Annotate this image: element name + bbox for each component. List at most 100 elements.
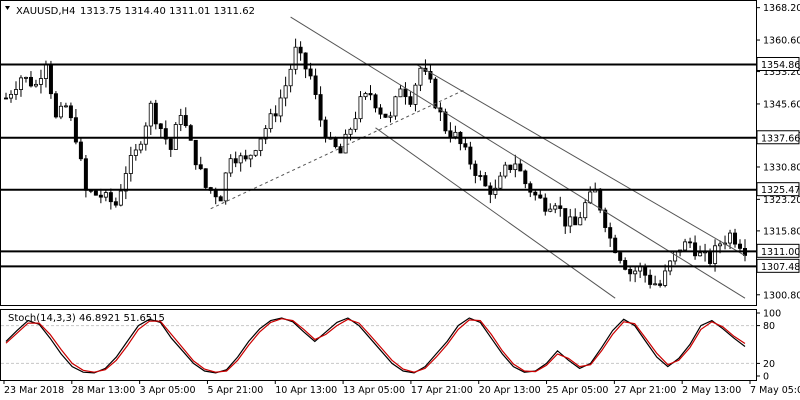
stochastic-title: Stoch(14,3,3) 46.8921 51.6515 — [8, 313, 165, 324]
candle-body — [308, 68, 313, 77]
time-axis-label: 3 Apr 05:00 — [140, 385, 196, 396]
price-axis-label: 1300.80 — [763, 290, 800, 301]
candle-body — [548, 208, 553, 212]
candle-body — [273, 113, 278, 117]
candle-body — [293, 46, 298, 70]
time-axis-label: 25 Apr 05:00 — [547, 385, 609, 396]
candle-body — [523, 170, 528, 185]
symbol-menu-icon[interactable] — [5, 6, 10, 10]
candle-body — [473, 163, 478, 176]
oscillator-axis-label: 20 — [763, 359, 775, 370]
symbol-timeframe-label: XAUUSD,H4 — [16, 6, 75, 17]
candle-body — [653, 283, 658, 286]
candle-body — [83, 158, 88, 191]
candle-body — [243, 155, 248, 160]
candle-body — [43, 64, 48, 79]
candle-body — [253, 150, 258, 156]
price-axis-label: 1353.20 — [763, 67, 800, 78]
candle-body — [433, 78, 438, 109]
candle-body — [213, 190, 218, 198]
candle-body — [318, 94, 323, 121]
candle-body — [148, 102, 153, 127]
level-price-label: 1354.86 — [761, 60, 800, 71]
candle-body — [388, 115, 393, 118]
price-axis-label: 1368.20 — [763, 3, 800, 14]
time-axis-label: 17 Apr 21:00 — [411, 385, 473, 396]
level-price-box — [756, 258, 800, 273]
candle-body — [553, 205, 558, 210]
time-axis-label: 13 Apr 05:00 — [343, 385, 405, 396]
channel-trendline[interactable] — [415, 63, 746, 257]
candle-body — [248, 154, 253, 160]
candle-body — [23, 76, 28, 79]
candle-body — [503, 164, 508, 177]
candle-body — [508, 164, 513, 171]
candle-body — [98, 194, 103, 198]
time-axis-label: 7 May 05:00 — [750, 385, 800, 396]
candle-body — [78, 141, 83, 160]
candle-body — [123, 173, 128, 192]
candle-body — [483, 175, 488, 187]
channel-trendline[interactable] — [375, 127, 616, 299]
candle-body — [398, 88, 403, 98]
time-axis-label: 2 May 13:00 — [682, 385, 741, 396]
price-axis-label: 1330.80 — [763, 162, 800, 173]
candle-body — [333, 137, 338, 148]
candle-body — [568, 216, 573, 227]
candle-body — [168, 138, 173, 150]
candle-body — [8, 93, 13, 99]
time-axis-label: 28 Mar 13:00 — [72, 385, 135, 396]
price-axis-label: 1360.60 — [763, 36, 800, 47]
candle-body — [558, 205, 563, 209]
candle-body — [583, 202, 588, 219]
candle-body — [698, 252, 703, 257]
level-price-label: 1307.48 — [761, 262, 800, 273]
candle-body — [598, 188, 603, 211]
candle-body — [663, 270, 668, 286]
candle-body — [468, 146, 473, 165]
time-axis-label: 20 Apr 13:00 — [479, 385, 541, 396]
candle-body — [118, 190, 123, 206]
candle-body — [33, 83, 38, 87]
candle-body — [403, 88, 408, 98]
candle-body — [708, 250, 713, 264]
candle-body — [363, 93, 368, 98]
candle-body — [93, 190, 98, 196]
candle-body — [713, 245, 718, 264]
candle-body — [158, 123, 163, 129]
candle-body — [673, 251, 678, 262]
level-price-box — [756, 182, 800, 197]
candle-body — [63, 105, 68, 108]
candle-body — [428, 71, 433, 80]
candle-body — [128, 155, 133, 174]
candle-body — [658, 283, 663, 286]
candle-body — [68, 105, 73, 119]
level-price-box — [756, 130, 800, 145]
price-axis-label: 1345.60 — [763, 99, 800, 110]
price-axis-label: 1315.80 — [763, 226, 800, 237]
candle-body — [348, 128, 353, 135]
time-axis-label: 10 Apr 13:00 — [275, 385, 337, 396]
dashed-trendline[interactable] — [210, 89, 466, 210]
candle-body — [153, 102, 158, 125]
candle-body — [648, 274, 653, 285]
candle-body — [643, 265, 648, 276]
time-axis-label: 5 Apr 21:00 — [207, 385, 263, 396]
candle-body — [693, 242, 698, 257]
candle-body — [623, 260, 628, 270]
candle-body — [353, 118, 358, 130]
candle-body — [578, 217, 583, 226]
candle-body — [518, 163, 523, 172]
candle-body — [38, 78, 43, 85]
candle-body — [28, 76, 33, 87]
candle-body — [418, 67, 423, 86]
candle-body — [163, 128, 168, 140]
candle-body — [53, 93, 58, 118]
level-price-label: 1325.47 — [761, 185, 800, 196]
candle-body — [538, 194, 543, 199]
candle-body — [728, 232, 733, 244]
candle-body — [223, 172, 228, 202]
stochastic-signal-line — [5, 318, 746, 373]
candle-body — [533, 191, 538, 196]
